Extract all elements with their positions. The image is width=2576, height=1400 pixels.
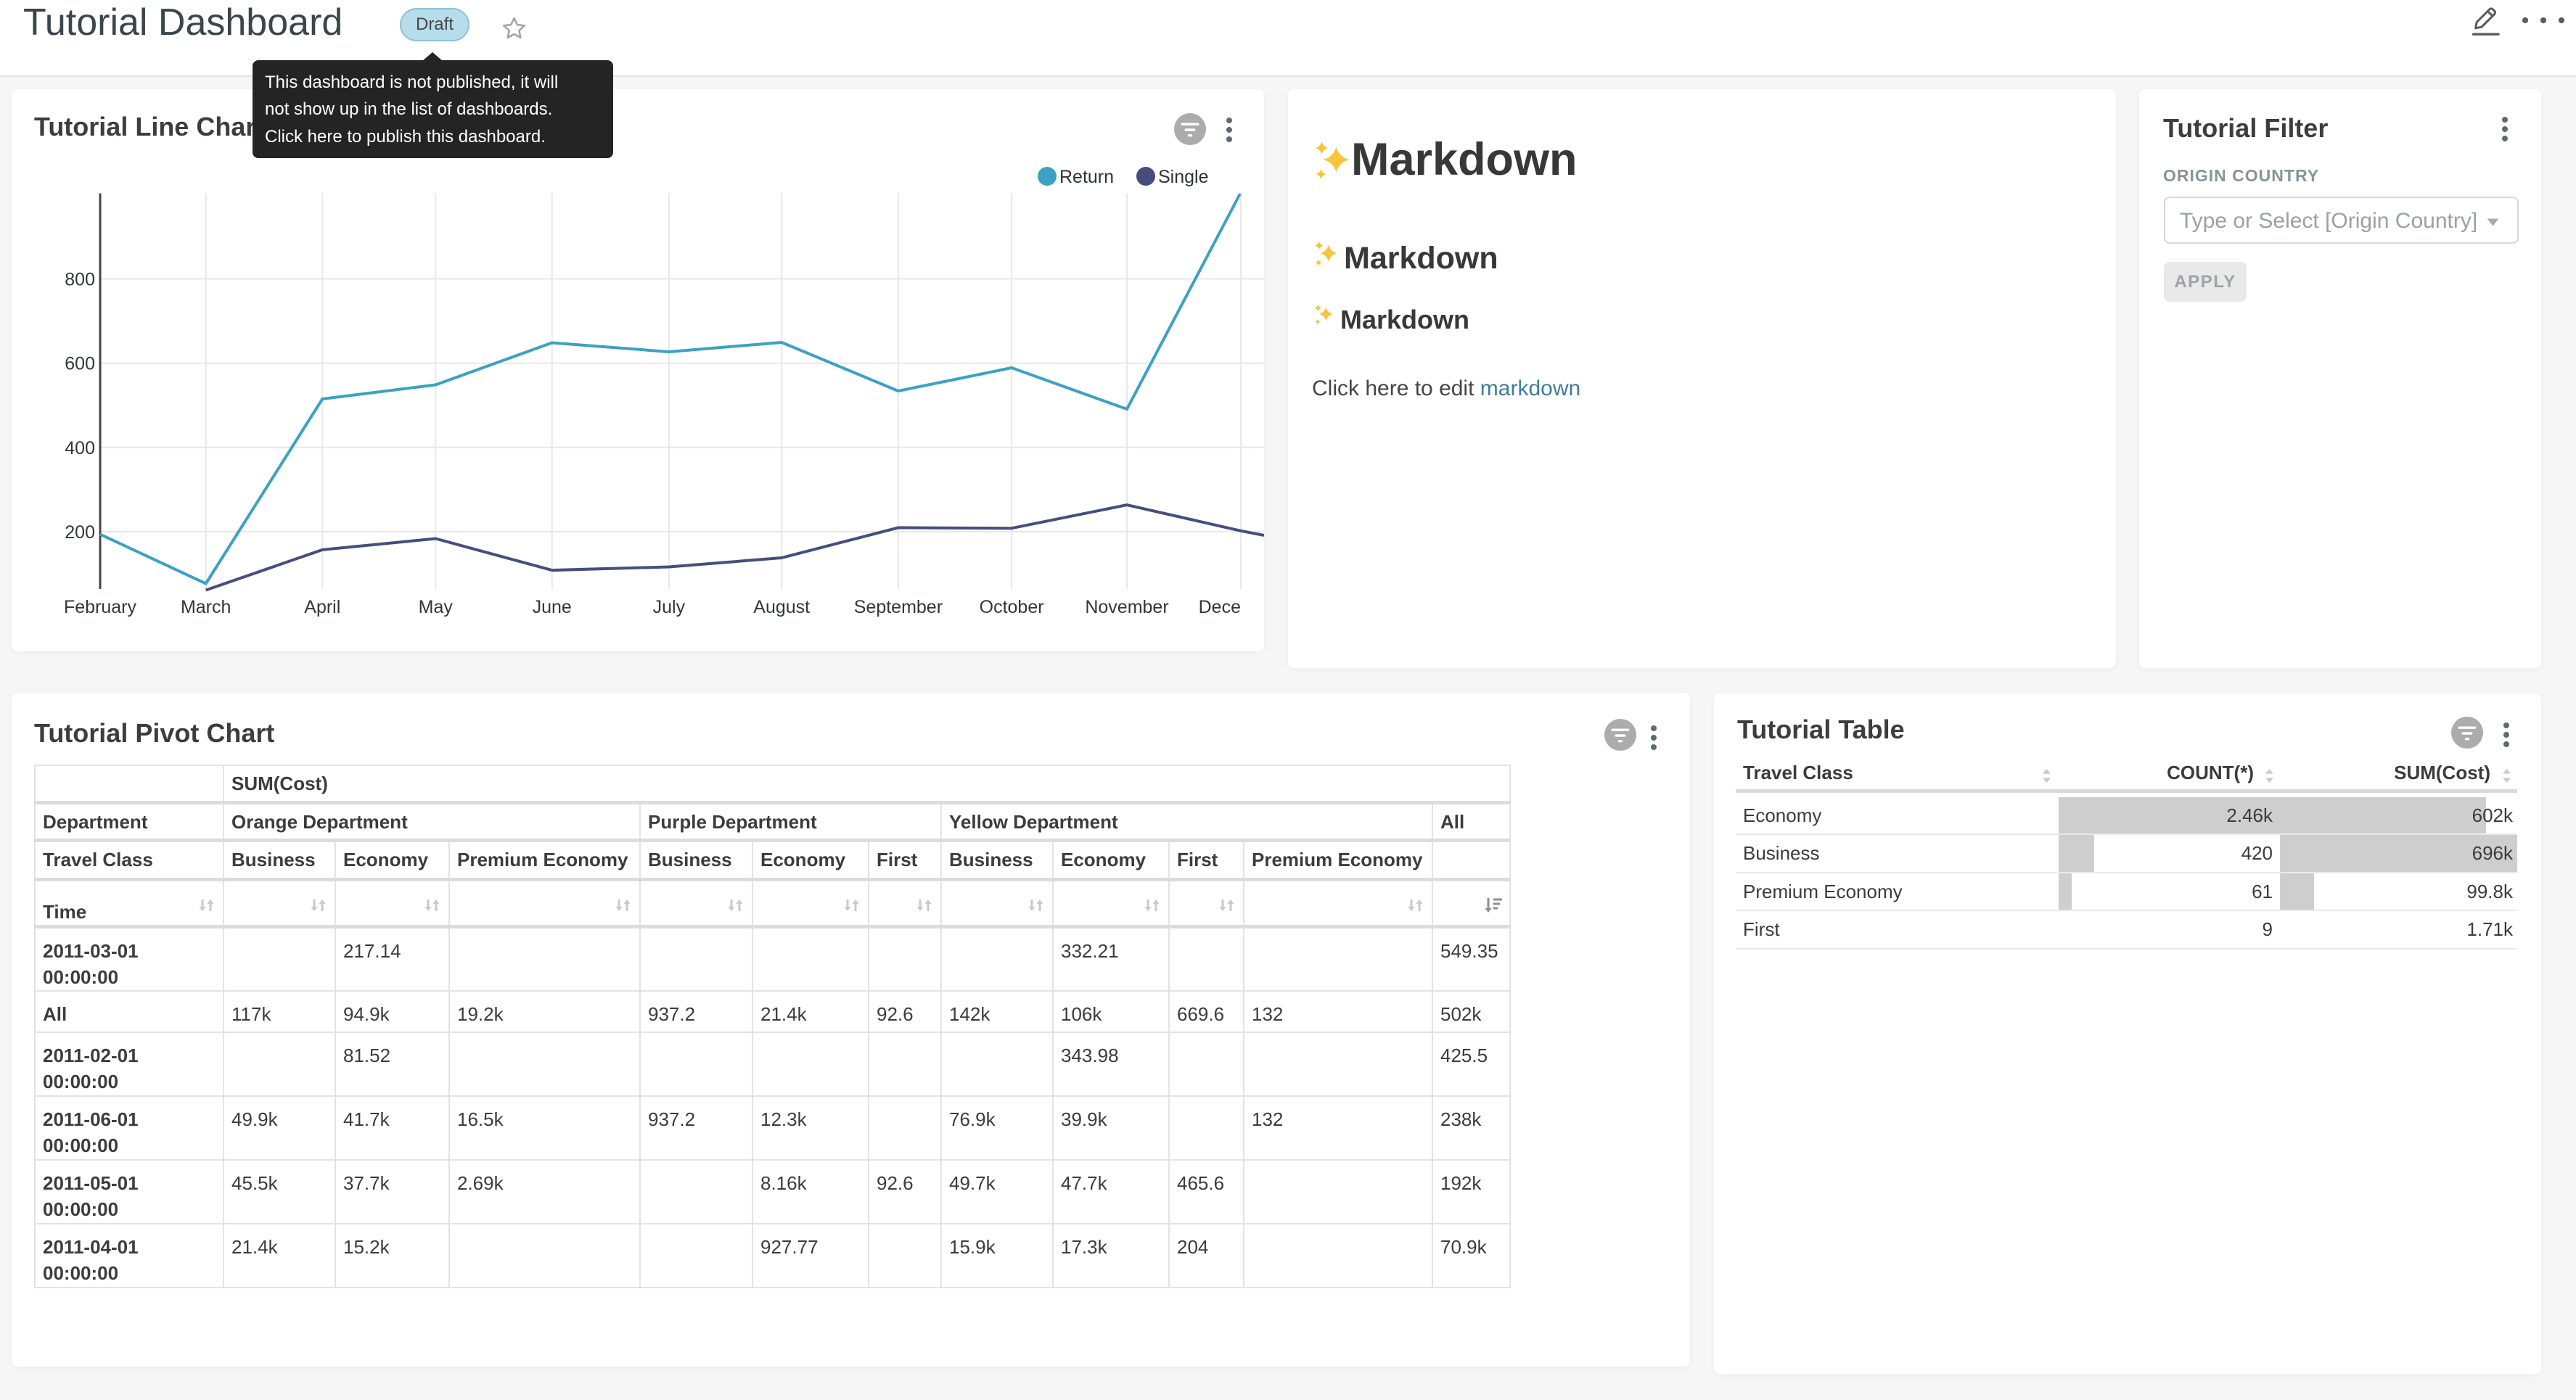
- svg-text:600: 600: [65, 354, 95, 374]
- svg-text:Single: Single: [1158, 167, 1209, 187]
- svg-text:April: April: [304, 597, 340, 617]
- svg-text:Return: Return: [1059, 167, 1114, 187]
- svg-text:July: July: [653, 597, 686, 617]
- svg-text:October: October: [980, 597, 1044, 617]
- svg-text:May: May: [419, 597, 454, 617]
- svg-text:November: November: [1085, 597, 1168, 617]
- svg-text:June: June: [533, 597, 572, 617]
- svg-text:February: February: [64, 597, 137, 617]
- svg-text:August: August: [753, 597, 810, 617]
- svg-text:September: September: [854, 597, 943, 617]
- svg-text:400: 400: [65, 438, 95, 458]
- svg-text:800: 800: [65, 269, 95, 289]
- svg-text:200: 200: [65, 522, 95, 543]
- svg-text:March: March: [181, 597, 231, 617]
- svg-text:Dece: Dece: [1199, 597, 1241, 617]
